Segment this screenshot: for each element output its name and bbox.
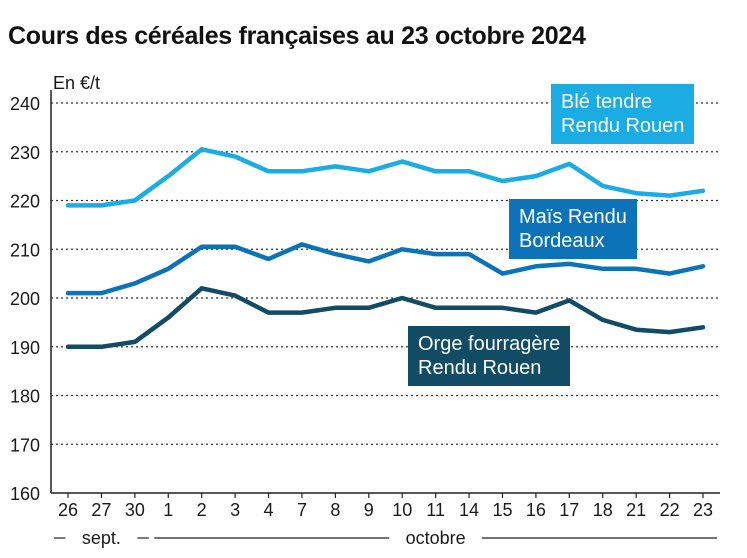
x-tick-label: 3 <box>230 500 240 520</box>
series-line-ble <box>65 147 706 208</box>
y-tick-label: 160 <box>10 484 40 504</box>
legend-label-line: Blé tendre <box>561 91 653 113</box>
legend-label-line: Bordeaux <box>519 230 605 252</box>
x-tick-label: 26 <box>58 500 78 520</box>
month-labels: sept. octobre <box>54 528 717 548</box>
y-tick-label: 180 <box>10 387 40 407</box>
x-tick-label: 9 <box>364 500 374 520</box>
x-tick-label: 14 <box>459 500 479 520</box>
x-tick-label: 15 <box>492 500 512 520</box>
legend-label-orge: Orge fourragère Rendu Rouen <box>408 326 571 386</box>
x-tick-label: 21 <box>626 500 646 520</box>
x-tick-label: 18 <box>593 500 613 520</box>
legend-label-line: Rendu Rouen <box>561 115 685 137</box>
legend-label-ble-tendre: Blé tendre Rendu Rouen <box>551 84 695 144</box>
y-axis-label: En €/t <box>53 73 100 93</box>
series-lines <box>65 147 706 350</box>
legend-label-line: Maïs Rendu <box>519 206 627 228</box>
x-tick-label: 23 <box>693 500 713 520</box>
legend-label-line: Rendu Rouen <box>418 357 542 379</box>
x-tick-label: 2 <box>197 500 207 520</box>
y-tick-label: 200 <box>10 289 40 309</box>
legend-label-mais: Maïs Rendu Bordeaux <box>509 199 637 259</box>
x-tick-label: 10 <box>392 500 412 520</box>
axes <box>50 90 720 498</box>
x-tick-label: 30 <box>125 500 145 520</box>
y-tick-label: 220 <box>10 192 40 212</box>
x-tick-label: 1 <box>163 500 173 520</box>
month-label: octobre <box>406 528 466 548</box>
y-tick-label: 230 <box>10 143 40 163</box>
grid-lines <box>51 102 720 445</box>
x-tick-label: 22 <box>660 500 680 520</box>
series-line-mais <box>65 242 706 296</box>
month-label: sept. <box>82 528 121 548</box>
y-tick-label: 240 <box>10 94 40 114</box>
y-tick-label: 170 <box>10 435 40 455</box>
y-tick-label: 190 <box>10 338 40 358</box>
x-tick-label: 27 <box>91 500 111 520</box>
x-tick-label: 8 <box>330 500 340 520</box>
x-tick-label: 11 <box>426 500 445 520</box>
legend-label-line: Orge fourragère <box>418 333 561 355</box>
x-tick-label: 4 <box>264 500 274 520</box>
series-line-orge <box>65 286 706 350</box>
chart-title: Cours des céréales françaises au 23 octo… <box>8 22 586 50</box>
x-tick-label: 7 <box>297 500 307 520</box>
x-tick-label: 17 <box>559 500 579 520</box>
x-tick-label: 16 <box>526 500 546 520</box>
y-tick-label: 210 <box>10 240 40 260</box>
